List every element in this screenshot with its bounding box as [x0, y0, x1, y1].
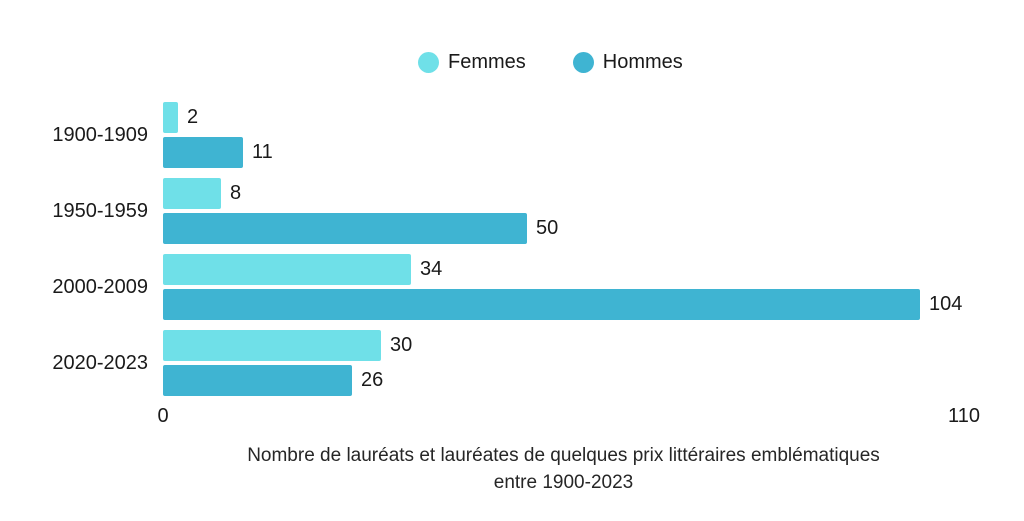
bar-hommes-2020-2023: [163, 365, 352, 396]
legend: Femmes Hommes: [418, 50, 683, 74]
legend-item-femmes[interactable]: Femmes: [418, 50, 526, 74]
bar-femmes-1900-1909: [163, 102, 178, 133]
value-label-femmes-1950-1959: 8: [230, 182, 242, 204]
category-label-2020-2023: 2020-2023: [52, 351, 148, 374]
value-label-hommes-2000-2009: 104: [929, 293, 963, 315]
value-label-hommes-1950-1959: 50: [536, 217, 559, 239]
femmes-swatch-icon: [418, 51, 439, 73]
bar-hommes-1900-1909: [163, 137, 243, 168]
value-label-femmes-2020-2023: 30: [390, 334, 413, 356]
category-label-1900-1909: 1900-1909: [52, 123, 148, 146]
bar-femmes-2020-2023: [163, 330, 381, 361]
chart-title-line1: Nombre de lauréats et lauréates de quelq…: [247, 445, 880, 466]
x-axis-tick-min: 0: [157, 405, 169, 427]
value-label-femmes-2000-2009: 34: [420, 258, 443, 280]
category-label-2000-2009: 2000-2009: [52, 275, 148, 298]
legend-item-hommes[interactable]: Hommes: [572, 50, 683, 74]
chart-title: Nombre de lauréats et lauréates de quelq…: [163, 442, 964, 496]
legend-label-femmes: Femmes: [448, 51, 526, 73]
bar-hommes-2000-2009: [163, 289, 920, 320]
bar-hommes-1950-1959: [163, 213, 527, 244]
legend-label-hommes: Hommes: [602, 51, 683, 73]
bar-femmes-2000-2009: [163, 254, 411, 285]
category-label-1950-1959: 1950-1959: [52, 199, 148, 222]
value-label-hommes-1900-1909: 11: [252, 141, 273, 163]
chart-title-line2: entre 1900-2023: [493, 472, 634, 493]
hommes-swatch-icon: [572, 51, 594, 73]
value-label-hommes-2020-2023: 26: [361, 369, 384, 391]
value-label-femmes-1900-1909: 2: [187, 106, 199, 128]
bar-femmes-1950-1959: [163, 178, 221, 209]
x-axis-tick-max: 110: [948, 405, 980, 427]
